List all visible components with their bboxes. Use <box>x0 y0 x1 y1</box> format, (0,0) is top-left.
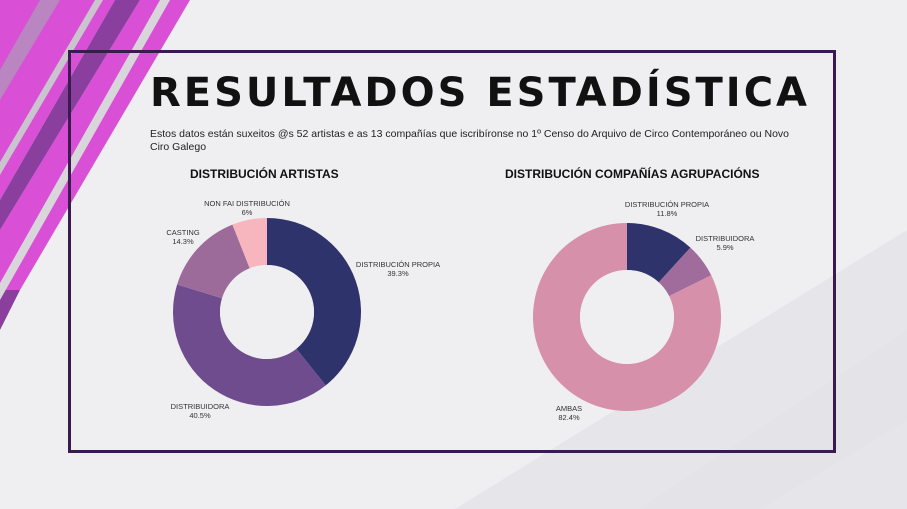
donut-slice-casting <box>177 224 250 299</box>
slice-label: AMBAS <box>556 404 582 413</box>
donut-hole <box>220 265 314 359</box>
chart-title-artistas: DISTRIBUCIÓN ARTISTAS <box>190 167 339 181</box>
chart-title-companias: DISTRIBUCIÓN COMPAÑÍAS AGRUPACIÓNS <box>505 167 760 181</box>
slice-value-label: 5.9% <box>716 243 733 252</box>
donut-slice-distribuidora <box>658 247 712 297</box>
slice-label: DISTRIBUCIÓN PROPIA <box>625 200 709 209</box>
page-subtitle: Estos datos están suxeitos @s 52 artista… <box>150 128 790 153</box>
donut-slice-distribuidora <box>173 284 326 406</box>
slice-label: DISTRIBUIDORA <box>171 402 230 411</box>
slice-label: DISTRIBUIDORA <box>696 234 755 243</box>
slice-label: CASTING <box>166 228 200 237</box>
content-frame <box>68 50 836 453</box>
accent-stripe-magenta-2 <box>0 0 190 290</box>
slice-value-label: 39.3% <box>387 269 409 278</box>
donut-slice-ambas <box>533 223 721 411</box>
slice-value-label: 82.4% <box>558 413 580 422</box>
slice-label: DISTRIBUCIÓN PROPIA <box>356 260 440 269</box>
donut-hole <box>580 270 674 364</box>
slice-value-label: 40.5% <box>189 411 211 420</box>
page-title: RESULTADOS ESTADÍSTICA <box>150 70 811 116</box>
slice-label: NON FAI DISTRIBUCIÓN <box>204 199 290 208</box>
donut-slice-distribuci-n-propia <box>267 218 361 386</box>
slice-value-label: 11.8% <box>657 209 678 218</box>
slice-value-label: 6% <box>242 208 253 217</box>
donut-slice-distribuci-n-propia <box>627 223 691 283</box>
slice-value-label: 14.3% <box>172 237 194 246</box>
donut-slice-non-fai-distribuci-n <box>232 218 267 269</box>
